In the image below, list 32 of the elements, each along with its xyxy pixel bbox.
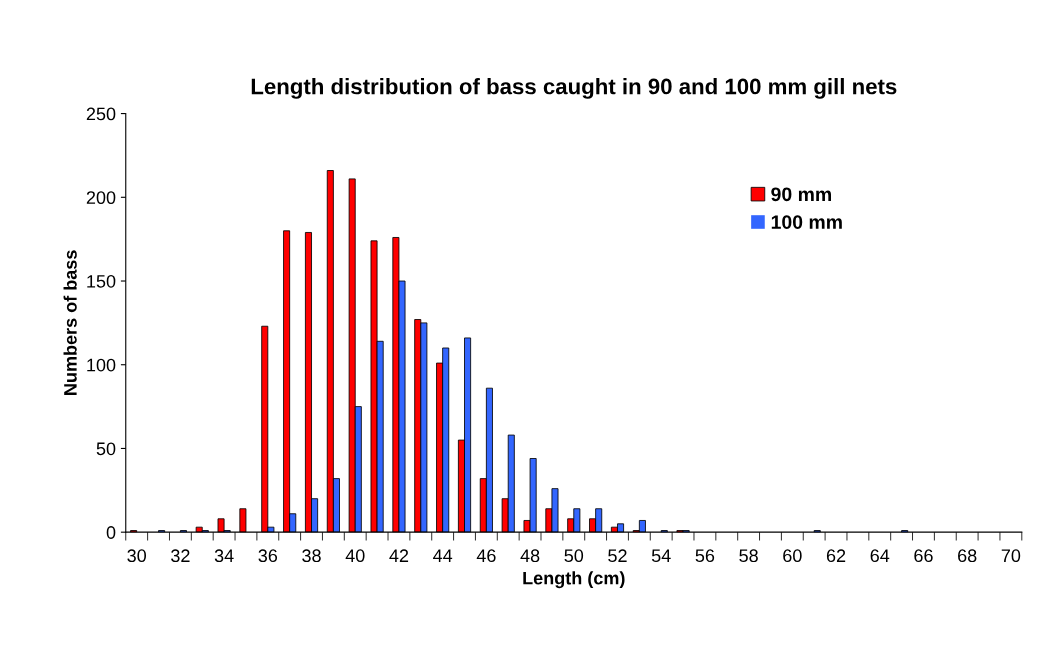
x-tick-label: 42 xyxy=(389,549,409,562)
y-tick-label: 150 xyxy=(87,274,116,288)
x-tick-label: 64 xyxy=(870,549,890,563)
x-tick-label: 70 xyxy=(1001,549,1021,563)
x-tick-label: 40 xyxy=(345,549,365,563)
x-tick-label: 60 xyxy=(783,549,802,563)
y-tick-label: 200 xyxy=(86,191,116,205)
x-tick-label: 62 xyxy=(826,549,846,563)
y-tick-label: 0 xyxy=(106,526,116,539)
x-tick-label: 66 xyxy=(914,549,933,563)
legend-label: 100 mm xyxy=(771,215,842,229)
x-tick-label: 52 xyxy=(608,549,627,563)
y-tick-label: 250 xyxy=(86,107,116,121)
x-tick-label: 48 xyxy=(520,549,540,563)
x-tick-label: 32 xyxy=(171,549,190,563)
x-tick-label: 68 xyxy=(958,549,977,563)
x-tick-label: 30 xyxy=(127,549,147,563)
x-tick-label: 36 xyxy=(258,549,278,563)
x-tick-label: 34 xyxy=(214,549,234,563)
x-tick-label: 50 xyxy=(564,549,584,563)
x-tick-label: 56 xyxy=(695,549,715,563)
y-axis-title: Numbers of bass xyxy=(63,250,77,395)
x-tick-label: 46 xyxy=(476,549,496,563)
y-tick-label: 50 xyxy=(96,442,116,456)
x-tick-label: 44 xyxy=(433,549,453,562)
x-tick-label: 38 xyxy=(302,549,321,563)
x-tick-label: 58 xyxy=(739,549,758,563)
x-tick-label: 54 xyxy=(651,549,671,563)
chart-title: Length distribution of bass caught in 90 and 100 mm gill nets xyxy=(251,78,897,99)
y-tick-label: 100 xyxy=(87,358,116,372)
legend-label: 90 mm xyxy=(771,187,831,202)
x-axis-title: Length (cm) xyxy=(523,571,625,589)
